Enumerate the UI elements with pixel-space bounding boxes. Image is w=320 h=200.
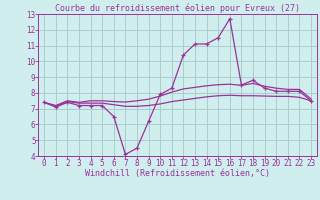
X-axis label: Windchill (Refroidissement éolien,°C): Windchill (Refroidissement éolien,°C) [85,169,270,178]
Title: Courbe du refroidissement éolien pour Evreux (27): Courbe du refroidissement éolien pour Ev… [55,4,300,13]
